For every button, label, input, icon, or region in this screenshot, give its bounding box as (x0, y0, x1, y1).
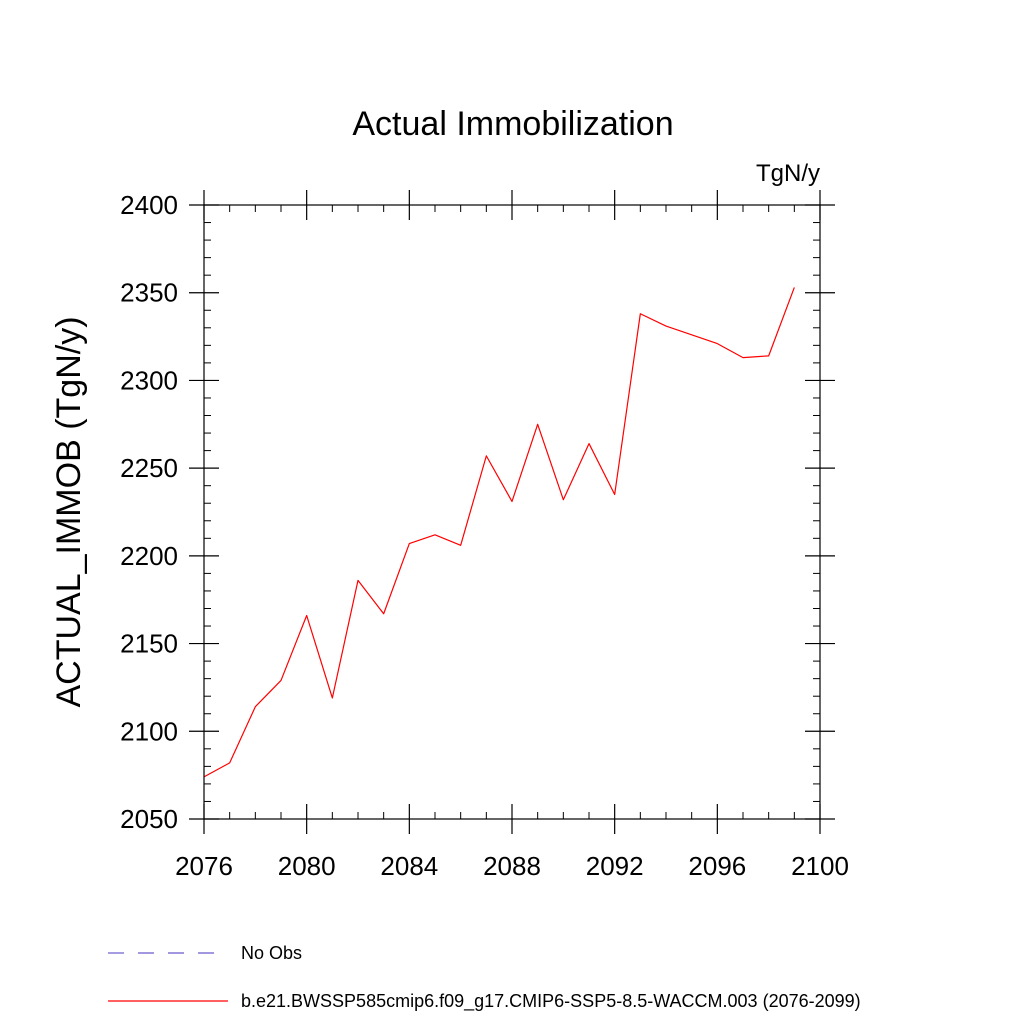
chart-title: Actual Immobilization (352, 105, 673, 143)
y-tick-label: 2050 (120, 804, 178, 834)
legend-label-no-obs: No Obs (241, 943, 302, 963)
y-axis-label: ACTUAL_IMMOB (TgN/y) (50, 316, 88, 707)
y-tick-label: 2150 (120, 629, 178, 659)
legend: No Obs b.e21.BWSSP585cmip6.f09_g17.CMIP6… (108, 943, 861, 1012)
x-tick-label: 2080 (278, 851, 336, 881)
x-tick-label: 2096 (688, 851, 746, 881)
x-tick-label: 2084 (380, 851, 438, 881)
y-tick-label: 2100 (120, 716, 178, 746)
y-tick-label: 2400 (120, 190, 178, 220)
series-lines (203, 287, 795, 778)
x-tick-label: 2100 (791, 851, 849, 881)
series-line-0 (203, 287, 795, 778)
x-tick-label: 2088 (483, 851, 541, 881)
y-tick-label: 2300 (120, 365, 178, 395)
legend-label-model-run: b.e21.BWSSP585cmip6.f09_g17.CMIP6-SSP5-8… (241, 991, 861, 1012)
units-label: TgN/y (756, 160, 820, 187)
y-tick-label: 2250 (120, 453, 178, 483)
x-tick-label: 2076 (175, 851, 233, 881)
y-tick-label: 2200 (120, 541, 178, 571)
plot-frame (203, 204, 821, 820)
axis-tick-labels: 2076 2080 2084 2088 2092 2096 2100 2050 2100 2150… (120, 190, 849, 881)
x-tick-label: 2092 (586, 851, 644, 881)
axis-ticks (189, 190, 835, 834)
y-tick-label: 2350 (120, 278, 178, 308)
